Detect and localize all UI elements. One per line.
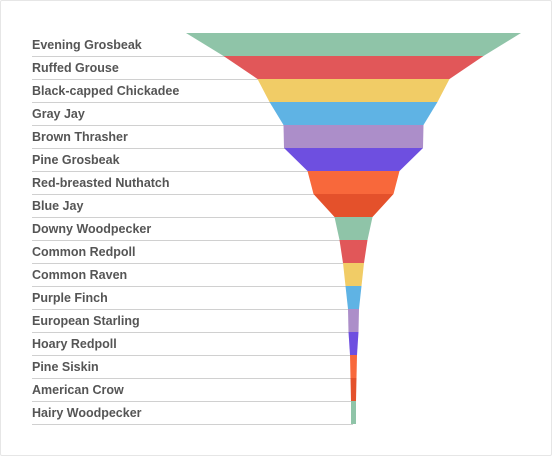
category-label: Brown Thrasher bbox=[32, 130, 128, 144]
funnel-segment[interactable] bbox=[257, 79, 450, 102]
category-labels: Evening Grosbeak Ruffed Grouse Black-cappe… bbox=[32, 38, 179, 420]
category-label: Hairy Woodpecker bbox=[32, 406, 142, 420]
funnel-segment[interactable] bbox=[269, 102, 438, 125]
funnel-segment[interactable] bbox=[313, 194, 394, 217]
category-label: Downy Woodpecker bbox=[32, 222, 151, 236]
funnel-segment[interactable] bbox=[334, 217, 373, 240]
funnel-segment[interactable] bbox=[350, 355, 357, 378]
funnel-segments bbox=[186, 33, 521, 424]
category-label: Ruffed Grouse bbox=[32, 61, 119, 75]
category-label: Common Raven bbox=[32, 268, 127, 282]
funnel-segment[interactable] bbox=[339, 240, 368, 263]
funnel-segment[interactable] bbox=[345, 286, 362, 309]
category-label: Purple Finch bbox=[32, 291, 108, 305]
category-label: Evening Grosbeak bbox=[32, 38, 142, 52]
category-label: American Crow bbox=[32, 383, 124, 397]
funnel-segment[interactable] bbox=[283, 125, 424, 148]
funnel-segment[interactable] bbox=[348, 309, 359, 332]
category-label: Blue Jay bbox=[32, 199, 83, 213]
category-label: Common Redpoll bbox=[32, 245, 135, 259]
category-label: Pine Siskin bbox=[32, 360, 99, 374]
category-label: European Starling bbox=[32, 314, 140, 328]
funnel-segment[interactable] bbox=[351, 401, 356, 424]
funnel-segment[interactable] bbox=[307, 171, 400, 194]
funnel-segment[interactable] bbox=[223, 56, 484, 79]
category-label: Red-breasted Nuthatch bbox=[32, 176, 170, 190]
funnel-segment[interactable] bbox=[284, 148, 423, 171]
category-label: Hoary Redpoll bbox=[32, 337, 117, 351]
category-label: Pine Grosbeak bbox=[32, 153, 120, 167]
funnel-segment[interactable] bbox=[348, 332, 359, 355]
row-separators bbox=[32, 56, 353, 425]
category-label: Gray Jay bbox=[32, 107, 85, 121]
funnel-segment[interactable] bbox=[343, 263, 364, 286]
funnel-segment[interactable] bbox=[350, 378, 357, 401]
category-label: Black-capped Chickadee bbox=[32, 84, 179, 98]
funnel-segment[interactable] bbox=[186, 33, 521, 56]
